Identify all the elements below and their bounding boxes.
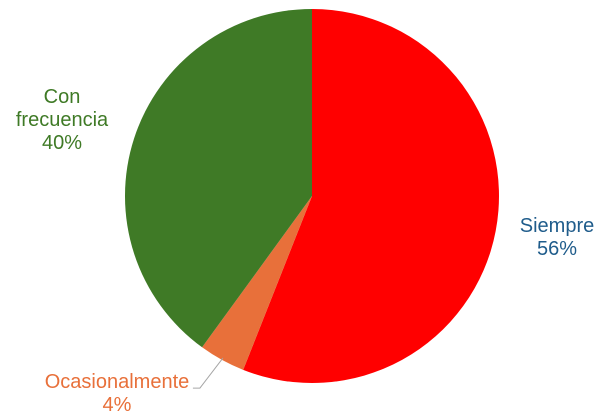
pie-slice-ocasionalmente — [202, 196, 312, 370]
slice-category-label: Ocasionalmente — [45, 371, 190, 393]
slice-category-label: frecuencia — [16, 109, 109, 131]
slice-label-ocasionalmente: Ocasionalmente 4% — [45, 371, 190, 414]
slice-label-siempre: Siempre 56% — [520, 215, 594, 260]
pie-slice-siempre — [243, 9, 499, 383]
leader-lines — [192, 357, 224, 389]
slice-percent-label: 56% — [537, 238, 577, 260]
leader-line-ocasionalmente — [192, 357, 224, 389]
slice-percent-label: 40% — [42, 132, 82, 154]
slice-category-label: Con — [44, 86, 81, 108]
slice-labels: Siempre 56%Ocasionalmente 4%Con frecuencia 4… — [16, 86, 594, 414]
slice-label-con-frecuencia: Con frecuencia 40% — [16, 86, 109, 154]
slice-category-label: Siempre — [520, 215, 594, 237]
slice-percent-label: 4% — [103, 394, 132, 414]
pie-slices — [124, 8, 499, 383]
pie-slice-con-frecuencia — [124, 8, 312, 348]
